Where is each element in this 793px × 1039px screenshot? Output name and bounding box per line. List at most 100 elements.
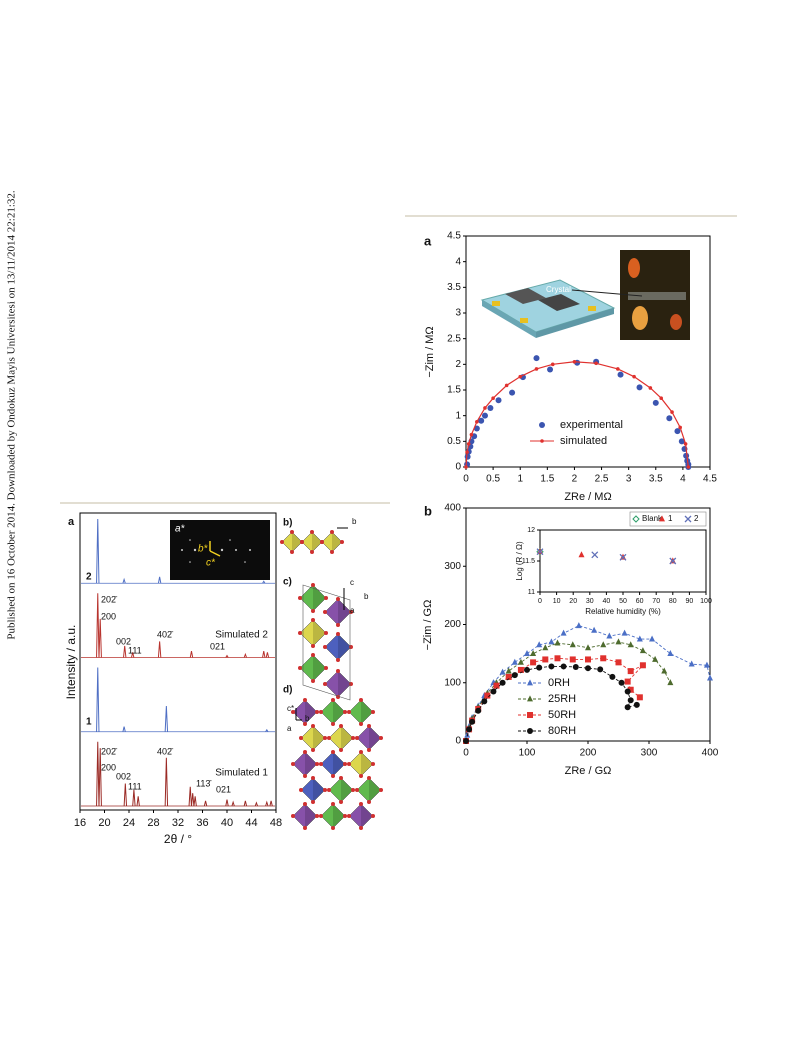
x-tick-label: 40 xyxy=(221,817,233,829)
atom xyxy=(323,682,327,686)
marker xyxy=(490,688,497,695)
legend-marker xyxy=(527,695,533,702)
x-tick-label: 20 xyxy=(569,598,577,605)
atom xyxy=(311,679,315,683)
marker xyxy=(615,638,622,645)
marker xyxy=(649,635,656,642)
peak xyxy=(123,783,128,807)
peak xyxy=(243,800,248,807)
marker xyxy=(600,655,607,662)
x-tick-label: 44 xyxy=(245,817,257,829)
axis-letter: b xyxy=(305,714,310,723)
marker xyxy=(542,656,549,663)
marker xyxy=(615,659,622,666)
substrate-edge xyxy=(482,300,536,338)
y-axis-label: −Zim / GΩ xyxy=(422,600,434,651)
atom xyxy=(324,596,328,600)
peak-label: 021 xyxy=(210,641,225,651)
atom xyxy=(355,736,359,740)
marker xyxy=(636,694,643,701)
marker xyxy=(560,663,567,670)
inset-label: PSA xyxy=(508,282,525,291)
atom xyxy=(336,669,340,673)
marker xyxy=(554,655,561,662)
atom xyxy=(339,800,343,804)
marker xyxy=(569,656,576,663)
peak-label: 111 xyxy=(128,645,142,655)
marker xyxy=(707,674,713,681)
atom xyxy=(367,748,371,752)
x-tick-label: 90 xyxy=(686,598,694,605)
atom xyxy=(379,736,383,740)
marker xyxy=(548,663,555,670)
peak xyxy=(203,800,208,807)
atom xyxy=(343,814,347,818)
x-tick-label: 0 xyxy=(463,748,469,759)
marker xyxy=(469,432,474,437)
panel-label: a xyxy=(424,233,432,248)
y-tick-label: 0 xyxy=(455,736,461,747)
x-tick-label: 70 xyxy=(652,598,660,605)
series-label: 2 xyxy=(86,572,92,583)
inset-label: c* xyxy=(206,558,216,569)
substrate-edge xyxy=(536,308,614,338)
pad xyxy=(588,306,596,311)
peak xyxy=(96,518,100,584)
x-tick-label: 200 xyxy=(580,748,597,759)
marker xyxy=(678,438,685,445)
x-tick-label: 30 xyxy=(586,598,594,605)
x-tick-label: 400 xyxy=(702,748,719,759)
marker xyxy=(533,355,540,362)
marker xyxy=(547,366,554,373)
atom xyxy=(303,698,307,702)
x-tick-label: 3.5 xyxy=(649,474,663,485)
photo-strip xyxy=(628,292,686,300)
margin-note: Published on 16 October 2014. Downloaded… xyxy=(6,190,18,640)
photo-blob xyxy=(670,314,682,330)
atom xyxy=(311,800,315,804)
marker xyxy=(505,673,512,680)
x-tick-label: 3 xyxy=(626,474,632,485)
x-tick-label: 300 xyxy=(641,748,658,759)
atom xyxy=(367,724,371,728)
atom xyxy=(367,800,371,804)
atom xyxy=(323,645,327,649)
peak-label: 111 xyxy=(128,781,142,791)
marker xyxy=(505,667,512,674)
y-tick-label: 12 xyxy=(527,527,535,534)
atom xyxy=(347,762,351,766)
legend-label: 80RH xyxy=(548,725,576,737)
octahedron-face xyxy=(313,620,326,646)
series-line xyxy=(465,641,671,742)
marker xyxy=(639,647,646,654)
peak xyxy=(157,576,162,584)
atom xyxy=(303,826,307,830)
atom xyxy=(359,750,363,754)
peak xyxy=(262,650,266,658)
peak-label: 002 xyxy=(116,636,131,646)
atom xyxy=(311,583,315,587)
x-tick-label: 100 xyxy=(700,598,712,605)
atom xyxy=(371,814,375,818)
x-tick-label: 20 xyxy=(98,817,110,829)
x-tick-label: 48 xyxy=(270,817,282,829)
peak xyxy=(96,593,100,658)
atom xyxy=(349,645,353,649)
marker xyxy=(624,678,631,685)
marker xyxy=(530,650,537,657)
atom xyxy=(336,597,340,601)
atom xyxy=(319,814,323,818)
x-tick-label: 100 xyxy=(519,748,536,759)
legend-marker xyxy=(527,728,533,734)
inset-label: b* xyxy=(198,544,209,555)
peak-label: 200 xyxy=(101,762,116,772)
atom xyxy=(367,776,371,780)
marker xyxy=(478,417,485,424)
atom xyxy=(331,826,335,830)
series-label: 1 xyxy=(86,717,92,728)
atom xyxy=(290,530,294,534)
octahedron-face xyxy=(369,778,381,802)
legend-label: 25RH xyxy=(548,693,576,705)
marker xyxy=(536,664,543,671)
